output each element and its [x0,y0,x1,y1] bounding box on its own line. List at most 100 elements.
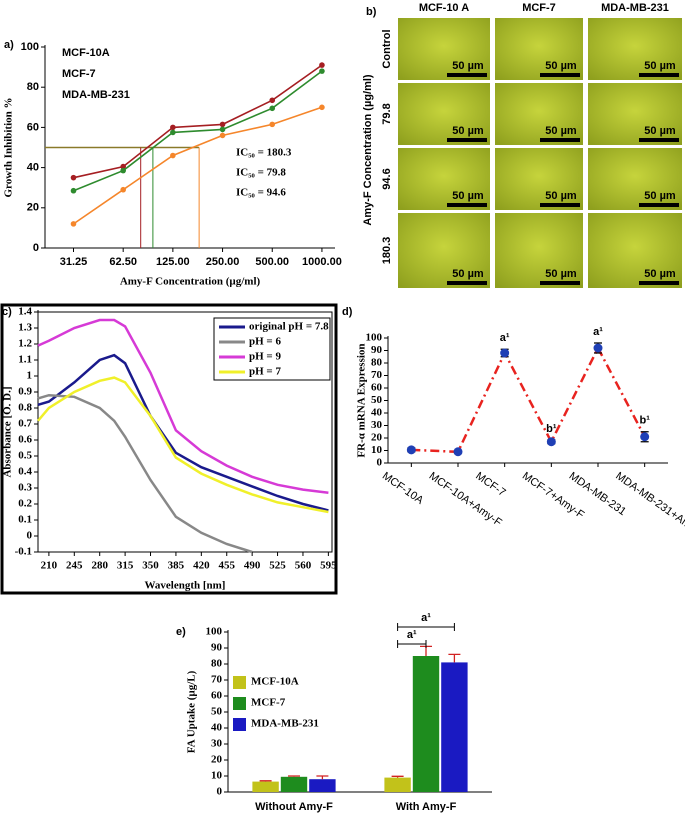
y-tick-label: 0.4 [18,466,32,478]
x-tick-label: 1000.00 [302,256,342,268]
scale-bar [447,138,487,142]
point [219,121,226,128]
y-tick-label: 40 [211,722,223,734]
x-tick-label: Without Amy-F [255,801,333,813]
legend-label: MCF-10A [62,47,110,59]
point [170,152,176,159]
y-tick-label: 60 [27,121,39,133]
y-tick-label: 60 [211,690,223,702]
scale-bar [639,138,679,142]
point [70,221,77,227]
scale-bar-label: 50 µm [452,60,484,72]
point [219,132,226,139]
scale-bar-label: 50 µm [644,268,676,280]
x-tick-label: 560 [295,560,312,572]
y-tick-label: 40 [27,162,39,174]
y-tick-label: 100 [366,332,383,344]
micrograph [495,83,583,145]
bar [280,776,308,792]
x-tick-label: 490 [244,560,261,572]
scale-bar [540,203,580,207]
micrograph [588,83,682,145]
micrograph [398,213,490,288]
y-tick-label: 0.1 [18,514,32,526]
x-tick-label: 280 [91,560,108,572]
micrograph [398,18,490,80]
bar [441,662,468,792]
point-label: a¹ [500,332,510,344]
x-tick-label: 350 [142,560,159,572]
x-tick-label: 525 [269,560,286,572]
y-tick-label: 20 [211,754,223,766]
y-tick-label: 10 [211,770,223,782]
y-tick-label: 0.5 [18,450,32,462]
x-tick-label: 62.50 [109,256,137,268]
x-tick-label: 315 [117,560,134,572]
scale-bar-label: 50 µm [644,125,676,137]
panel-label: a) [4,39,14,51]
y-tick-label: 20 [371,432,383,444]
legend-label: pH = 6 [249,336,281,348]
y-axis-label: Growth Inhibition % [3,97,15,197]
scale-bar-label: 50 µm [545,190,577,202]
series-line [73,64,323,179]
scale-bar-label: 50 µm [545,125,577,137]
x-tick-label: 595 [320,560,337,572]
point-label: b¹ [546,423,557,435]
scale-bar [540,281,580,285]
y-tick-label: 1 [27,370,33,382]
point [640,432,650,442]
y-tick-label: 0 [217,786,223,798]
legend-label: pH = 9 [249,351,281,363]
y-tick-label: 1.1 [18,354,32,366]
y-tick-label: 20 [27,202,39,214]
y-tick-label: 40 [371,407,383,419]
micrograph [588,18,682,80]
series-line [411,345,646,454]
x-tick-label: 210 [41,560,58,572]
y-tick-label: 50 [371,394,383,406]
legend-label: MCF-7 [62,68,96,80]
bar [309,779,336,792]
micrograph [495,213,583,288]
y-tick-label: 80 [211,658,223,670]
y-tick-label: 90 [211,642,223,654]
error-bar [259,780,272,782]
point [406,445,416,455]
y-tick-label: 1.3 [18,322,32,334]
legend-label: MCF-7 [251,697,286,709]
legend-swatch [233,718,246,731]
x-tick-label: 420 [193,560,210,572]
scale-bar-label: 50 µm [452,125,484,137]
point [453,447,463,457]
series-line [37,353,329,512]
series-line [37,376,329,514]
y-tick-label: 1.4 [18,306,32,318]
panel-label: d) [342,306,353,318]
y-tick-label: 30 [211,738,223,750]
scale-bar [447,203,487,207]
ic50-label: IC₅₀ = 79.8 [236,167,286,179]
point [120,163,126,170]
legend-label: MCF-10A [251,676,299,688]
scale-bar [540,138,580,142]
point [319,104,325,111]
x-axis-label: Wavelength [nm] [145,580,226,592]
y-tick-label: 0.6 [18,434,32,446]
y-tick-label: 0.2 [18,498,32,510]
point-label: a¹ [593,326,603,338]
y-tick-label: 1.2 [18,338,32,350]
y-tick-label: 70 [211,674,223,686]
row-label: 180.3 [381,237,393,265]
point-label: b¹ [639,415,650,427]
bracket [397,623,455,631]
scale-bar-label: 50 µm [545,60,577,72]
y-tick-label: 0 [377,457,383,469]
y-tick-label: 0.8 [18,402,32,414]
y-tick-label: 0.3 [18,482,32,494]
row-label: 94.6 [381,168,393,189]
scale-bar [447,281,487,285]
scale-bar [540,73,580,77]
y-tick-label: 60 [371,382,383,394]
